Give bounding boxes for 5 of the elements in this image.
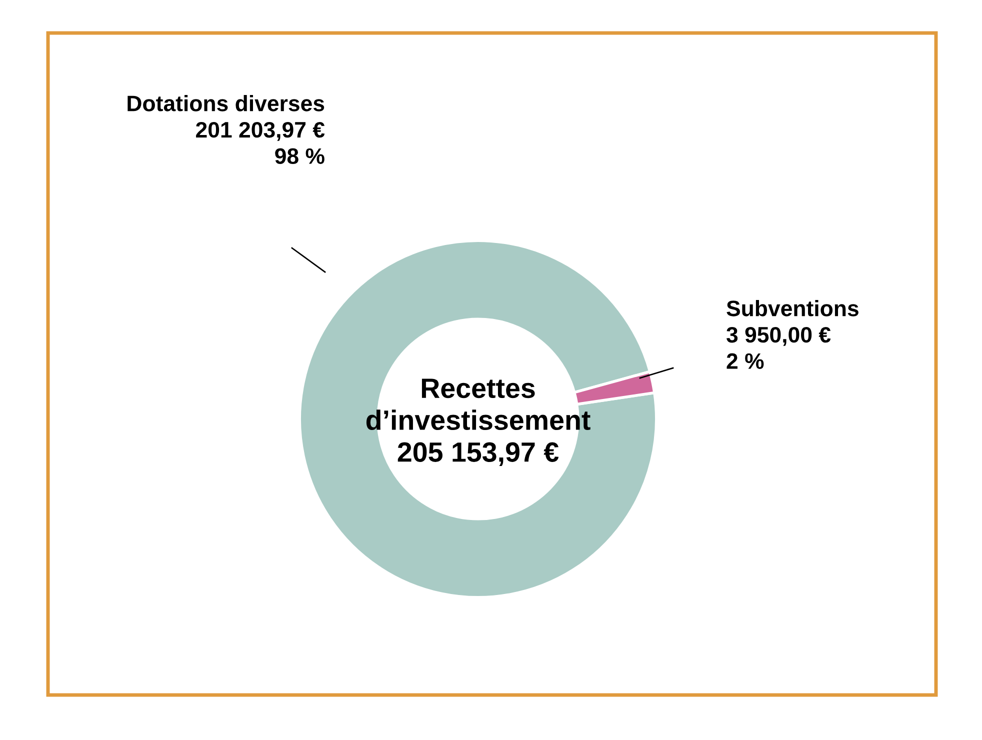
text: Recettes d’investissement 205 153,97 € (366, 378, 590, 466)
slice-label: Subventions (726, 300, 858, 316)
data-label: 3 950,00 € 2 % (726, 326, 831, 369)
data-label: 201 203,97 € 98 % (196, 122, 325, 164)
slice-label: Dotations diverses (128, 95, 324, 112)
